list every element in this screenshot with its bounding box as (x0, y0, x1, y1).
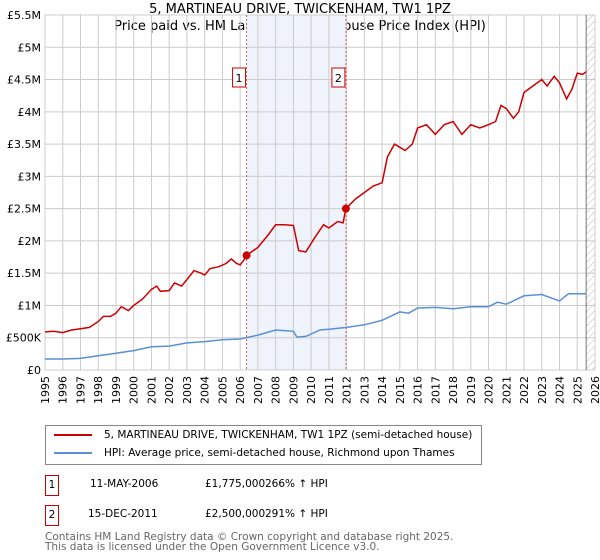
y-tick-label: £1M (18, 299, 42, 312)
shaded-period (246, 15, 346, 370)
sale-marker-box (232, 67, 247, 88)
footer-line-2: This data is licensed under the Open Gov… (45, 541, 380, 553)
x-tick-label: 1999 (110, 376, 123, 404)
x-tick-label: 2025 (571, 376, 584, 404)
plot-area: 1995 1996 1997 1998 1999 2000 2001 2002 2003 2004… (6, 9, 600, 404)
x-tick-label: 2005 (216, 376, 229, 404)
sale-date: 15-DEC-2011 (88, 508, 158, 520)
y-tick-label: £3M (18, 170, 42, 183)
x-tick-label: 2013 (358, 376, 371, 404)
sale-marker-label: 2 (335, 72, 342, 85)
legend-swatch-property (54, 434, 92, 436)
x-tick-label: 2020 (483, 376, 496, 404)
legend-label-hpi: HPI: Average price, semi-detached house,… (104, 447, 455, 459)
y-tick-label: £500K (6, 332, 42, 345)
series-line (45, 293, 587, 360)
y-tick-label: £0 (27, 364, 41, 377)
x-tick-label: 2009 (287, 376, 300, 404)
y-tick-label: £4.5M (7, 74, 41, 87)
x-tick-label: 1997 (74, 376, 87, 404)
y-tick-label: £3.5M (7, 138, 41, 151)
x-tick-label: 1998 (92, 376, 105, 404)
x-tick-label: 2026 (589, 376, 600, 404)
legend-label-property: 5, MARTINEAU DRIVE, TWICKENHAM, TW1 1PZ … (104, 429, 473, 441)
x-tick-label: 2010 (305, 376, 318, 404)
sale-row: 2 15-DEC-2011 £2,500,000 291% ↑ HPI (45, 505, 545, 526)
sale-marker-label: 1 (236, 72, 243, 85)
x-tick-label: 2016 (412, 376, 425, 404)
x-tick-label: 2000 (128, 376, 141, 404)
x-tick-label: 2008 (270, 376, 283, 404)
x-tick-label: 2006 (234, 376, 247, 404)
footer-line-1: Contains HM Land Registry data © Crown c… (45, 531, 454, 543)
x-tick-label: 2004 (199, 376, 212, 404)
x-tick-label: 2003 (181, 376, 194, 404)
sale-hpi: 266% ↑ HPI (265, 478, 328, 490)
x-tick-label: 2021 (500, 376, 513, 404)
x-tick-label: 2001 (145, 376, 158, 404)
sale-marker-box (331, 67, 346, 88)
legend: 5, MARTINEAU DRIVE, TWICKENHAM, TW1 1PZ … (45, 425, 482, 465)
x-tick-label: 2018 (447, 376, 460, 404)
x-tick-label: 2012 (341, 376, 354, 404)
x-tick-label: 2022 (518, 376, 531, 404)
series-line (44, 71, 587, 334)
sale-price: £1,775,000 (205, 478, 266, 490)
x-tick-label: 2011 (323, 376, 336, 404)
x-tick-label: 2017 (429, 376, 442, 404)
x-tick-label: 2024 (554, 376, 567, 404)
x-tick-label: 2023 (536, 376, 549, 404)
chart-title: 5, MARTINEAU DRIVE, TWICKENHAM, TW1 1PZ (149, 2, 451, 17)
sale-point (341, 204, 350, 213)
x-tick-label: 2019 (465, 376, 478, 404)
x-tick-label: 2007 (252, 376, 265, 404)
footer: Contains HM Land Registry data © Crown c… (45, 531, 454, 553)
y-tick-label: £2M (18, 235, 42, 248)
sale-date: 11-MAY-2006 (90, 478, 159, 490)
forecast-hatch (586, 15, 595, 370)
sale-marker-label: 1 (45, 475, 59, 496)
y-tick-label: £4M (18, 106, 42, 119)
sale-row: 1 11-MAY-2006 £1,775,000 266% ↑ HPI (45, 475, 545, 496)
x-tick-label: 2002 (163, 376, 176, 404)
x-tick-label: 2015 (394, 376, 407, 404)
sale-marker-label: 2 (45, 505, 59, 526)
sale-point (242, 251, 251, 260)
sale-price: £2,500,000 (205, 508, 266, 520)
x-tick-label: 1995 (39, 376, 52, 404)
y-tick-label: £1.5M (7, 267, 41, 280)
y-tick-label: £5.5M (7, 9, 41, 22)
x-tick-label: 1996 (57, 376, 70, 404)
legend-swatch-hpi (54, 452, 92, 454)
y-tick-label: £2.5M (7, 203, 41, 216)
sale-hpi: 291% ↑ HPI (265, 508, 328, 520)
x-tick-label: 2014 (376, 376, 389, 404)
y-tick-label: £5M (18, 41, 42, 54)
